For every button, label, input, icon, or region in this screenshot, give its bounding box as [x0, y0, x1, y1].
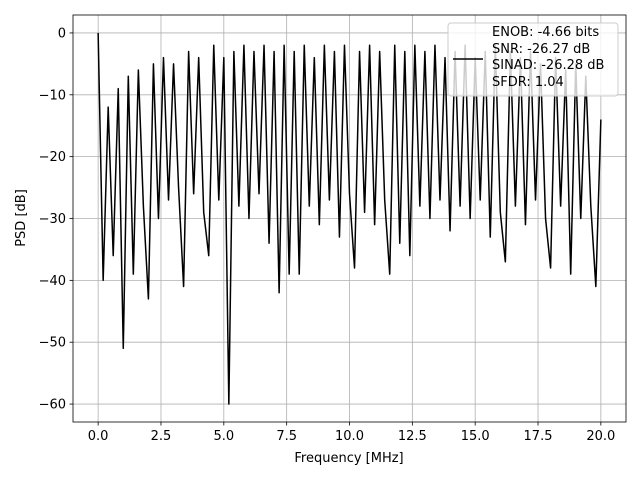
y-tick-label: −50	[39, 336, 66, 351]
y-axis-label: PSD [dB]	[14, 189, 29, 247]
legend-box	[447, 22, 619, 97]
y-tick-label: −60	[39, 398, 66, 413]
y-tick-label: 0	[58, 26, 66, 41]
legend-label: ENOB: -4.66 bits SNR: -26.27 dB SINAD: -…	[492, 25, 605, 90]
y-tick-label: −40	[39, 274, 66, 289]
x-tick-label: 15.0	[461, 429, 490, 444]
y-tick-label: −30	[39, 212, 66, 227]
data-line	[97, 32, 602, 405]
y-tick-label: −10	[39, 88, 66, 103]
x-tick-label: 12.5	[398, 429, 427, 444]
x-tick-label: 7.5	[276, 429, 297, 444]
x-tick-label: 5.0	[213, 429, 234, 444]
x-tick-label: 2.5	[151, 429, 172, 444]
axes-frame	[72, 14, 627, 423]
x-tick-label: 0.0	[88, 429, 109, 444]
x-tick-label: 10.0	[335, 429, 364, 444]
x-tick-label: 17.5	[524, 429, 553, 444]
x-axis-label: Frequency [MHz]	[294, 451, 403, 466]
x-tick-label: 20.0	[586, 429, 615, 444]
y-tick-label: −20	[39, 150, 66, 165]
